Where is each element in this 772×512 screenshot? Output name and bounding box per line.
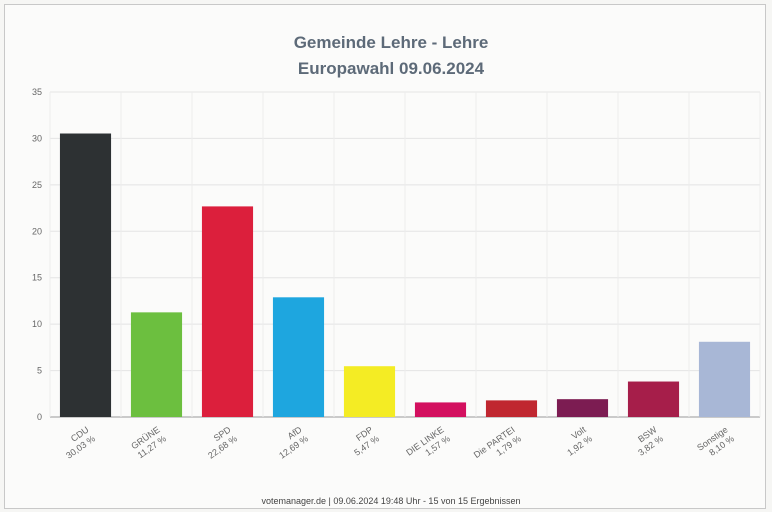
y-tick-label: 35 — [32, 87, 42, 97]
y-tick-label: 10 — [32, 319, 42, 329]
gridlines — [49, 91, 761, 418]
bar-7 — [556, 399, 609, 417]
chart-title: Gemeinde Lehre - Lehre — [294, 33, 489, 52]
chart-subtitle: Europawahl 09.06.2024 — [298, 59, 485, 78]
bar-chart: Gemeinde Lehre - Lehre Europawahl 09.06.… — [32, 33, 761, 506]
y-tick-label: 5 — [37, 366, 42, 376]
bar-8 — [627, 381, 680, 417]
bar-3 — [272, 297, 325, 417]
y-tick-label: 15 — [32, 273, 42, 283]
bar-0 — [59, 133, 112, 417]
bar-1 — [130, 312, 183, 417]
y-tick-label: 25 — [32, 180, 42, 190]
bars — [59, 133, 751, 417]
y-tick-label: 0 — [37, 412, 42, 422]
bar-5 — [414, 402, 467, 417]
y-axis: 0 5 10 15 20 25 30 35 — [32, 87, 42, 422]
y-tick-label: 30 — [32, 133, 42, 143]
y-tick-label: 20 — [32, 226, 42, 236]
chart-footer: votemanager.de | 09.06.2024 19:48 Uhr - … — [261, 496, 520, 506]
chart-frame: Gemeinde Lehre - Lehre Europawahl 09.06.… — [4, 4, 766, 509]
bar-9 — [698, 341, 751, 417]
bar-6 — [485, 400, 538, 417]
bar-2 — [201, 206, 254, 417]
bar-4 — [343, 366, 396, 417]
